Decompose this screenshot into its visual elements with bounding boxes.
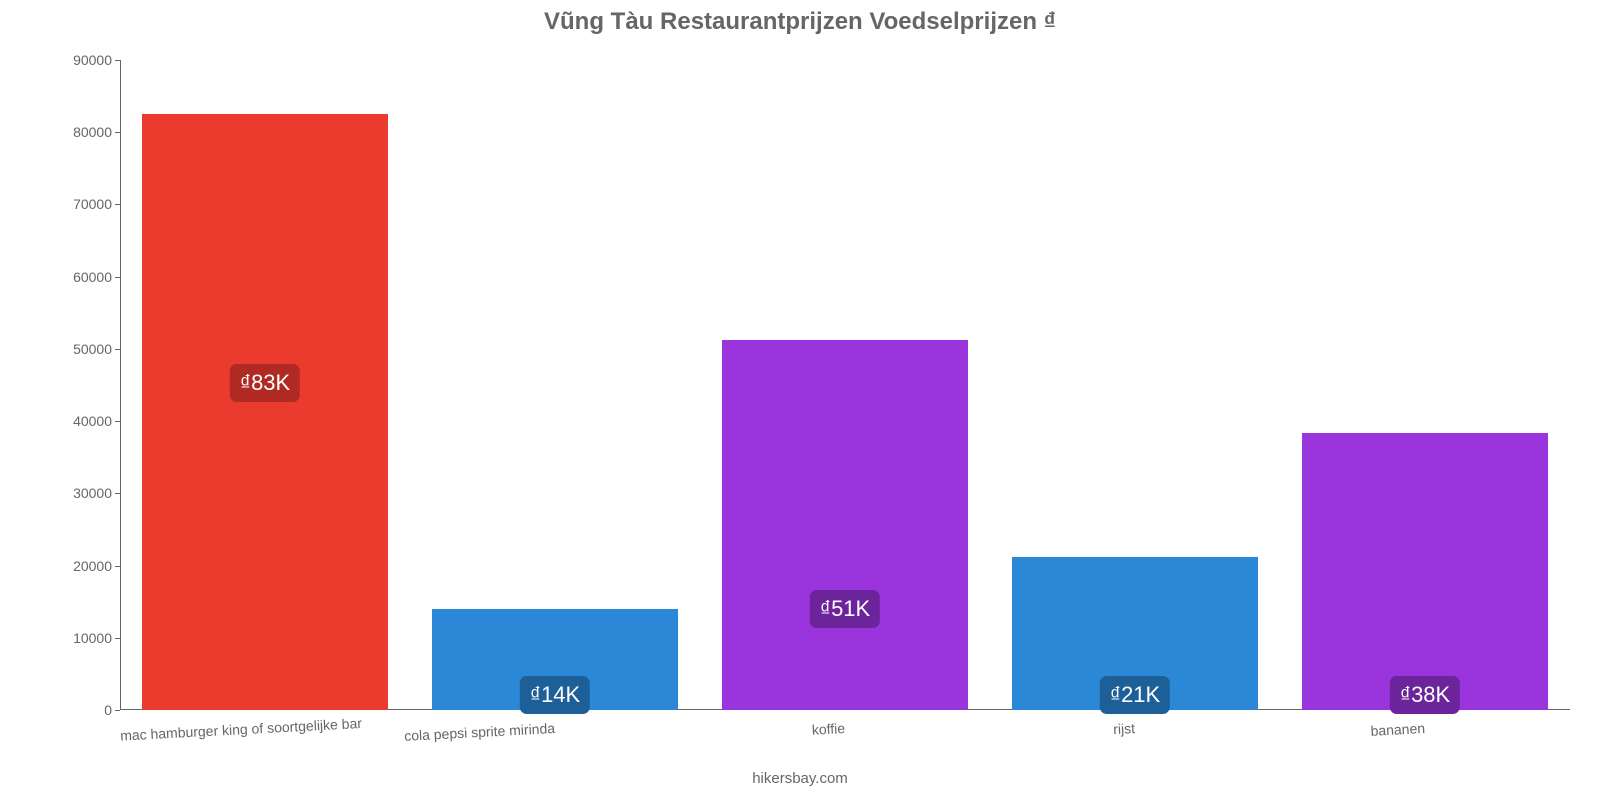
attribution-text: hikersbay.com <box>0 770 1600 787</box>
bar-value-label: ₫83K <box>230 364 300 402</box>
x-axis-labels: mac hamburger king of soortgelijke barco… <box>120 714 1570 754</box>
price-chart: Vũng Tàu Restaurantprijzen Voedselprijze… <box>0 0 1600 800</box>
y-tick-label: 30000 <box>73 485 112 501</box>
y-tick-label: 90000 <box>73 52 112 68</box>
y-tick-label: 10000 <box>73 630 112 646</box>
bar-value-label: ₫14K <box>520 676 590 714</box>
y-tick-label: 60000 <box>73 269 112 285</box>
bar-value-label: ₫51K <box>810 590 880 628</box>
bar-value-label: ₫21K <box>1100 676 1170 714</box>
y-tick-label: 40000 <box>73 413 112 429</box>
bars-container: ₫83K₫14K₫51K₫21K₫38K <box>120 60 1570 710</box>
plot-area: 0100002000030000400005000060000700008000… <box>120 60 1570 710</box>
y-tick-label: 70000 <box>73 196 112 212</box>
y-tick-label: 0 <box>104 702 112 718</box>
y-tick-label: 80000 <box>73 124 112 140</box>
bar-value-label: ₫38K <box>1390 676 1460 714</box>
bar <box>1302 433 1549 710</box>
y-tick-mark <box>115 710 120 711</box>
bar <box>722 340 969 711</box>
chart-title: Vũng Tàu Restaurantprijzen Voedselprijze… <box>0 8 1600 36</box>
y-tick-label: 50000 <box>73 341 112 357</box>
y-tick-label: 20000 <box>73 558 112 574</box>
bar <box>142 114 389 710</box>
